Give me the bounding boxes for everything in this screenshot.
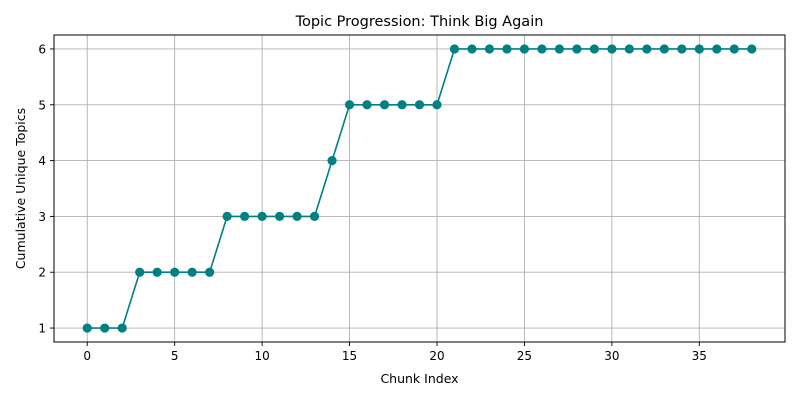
x-tick-label: 15 xyxy=(342,349,357,363)
data-point xyxy=(82,323,92,333)
data-point xyxy=(379,100,390,110)
data-point xyxy=(572,44,582,54)
series-line xyxy=(87,48,752,329)
data-point xyxy=(747,44,757,54)
x-tick-label: 35 xyxy=(692,349,707,363)
data-point xyxy=(414,100,425,110)
y-axis-label: Cumulative Unique Topics xyxy=(13,108,28,269)
y-tick-label: 4 xyxy=(38,154,46,168)
data-point xyxy=(624,44,634,54)
x-tick-label: 30 xyxy=(604,349,619,363)
data-point xyxy=(205,267,215,277)
data-point xyxy=(309,211,320,222)
data-point xyxy=(117,323,127,333)
y-tick-label: 6 xyxy=(38,42,46,56)
data-point xyxy=(135,267,145,277)
y-tick-label: 1 xyxy=(38,322,46,336)
x-axis-ticks: 0 5 10 15 20 25 30 35 xyxy=(83,342,707,363)
data-point xyxy=(467,44,477,54)
data-point xyxy=(170,267,180,277)
data-point xyxy=(397,100,407,110)
y-axis-ticks: 1 2 3 4 5 6 xyxy=(38,42,54,336)
data-point xyxy=(729,44,739,54)
y-tick-label: 5 xyxy=(38,98,46,112)
data-point xyxy=(327,155,337,166)
series-layer xyxy=(82,44,757,333)
data-point xyxy=(274,211,285,222)
data-point xyxy=(484,44,495,54)
chart-title: Topic Progression: Think Big Again xyxy=(295,14,544,30)
data-point xyxy=(362,100,372,110)
data-point xyxy=(537,44,547,54)
data-point xyxy=(502,44,512,54)
data-point xyxy=(222,211,232,222)
data-point xyxy=(677,44,687,54)
data-point xyxy=(257,211,267,222)
y-tick-label: 2 xyxy=(38,266,46,280)
data-point xyxy=(449,44,460,54)
data-point xyxy=(712,44,722,54)
grid xyxy=(54,35,785,342)
data-point xyxy=(659,44,669,54)
data-point xyxy=(152,267,162,277)
data-point xyxy=(642,44,652,54)
data-point xyxy=(607,44,617,54)
data-point xyxy=(292,211,302,222)
x-tick-label: 5 xyxy=(171,349,179,363)
data-point xyxy=(344,100,355,110)
x-tick-label: 0 xyxy=(83,349,91,363)
data-point xyxy=(554,44,565,54)
data-point xyxy=(187,267,197,277)
plot-frame xyxy=(53,34,786,343)
data-point xyxy=(432,100,442,110)
data-point xyxy=(240,211,250,222)
x-axis-label: Chunk Index xyxy=(380,371,458,386)
y-tick-label: 3 xyxy=(38,210,46,224)
data-point xyxy=(589,44,599,54)
x-tick-label: 20 xyxy=(429,349,444,363)
x-tick-label: 25 xyxy=(517,349,532,363)
data-point xyxy=(694,44,704,54)
data-point xyxy=(519,44,530,54)
x-tick-label: 10 xyxy=(254,349,269,363)
data-point xyxy=(100,323,110,333)
